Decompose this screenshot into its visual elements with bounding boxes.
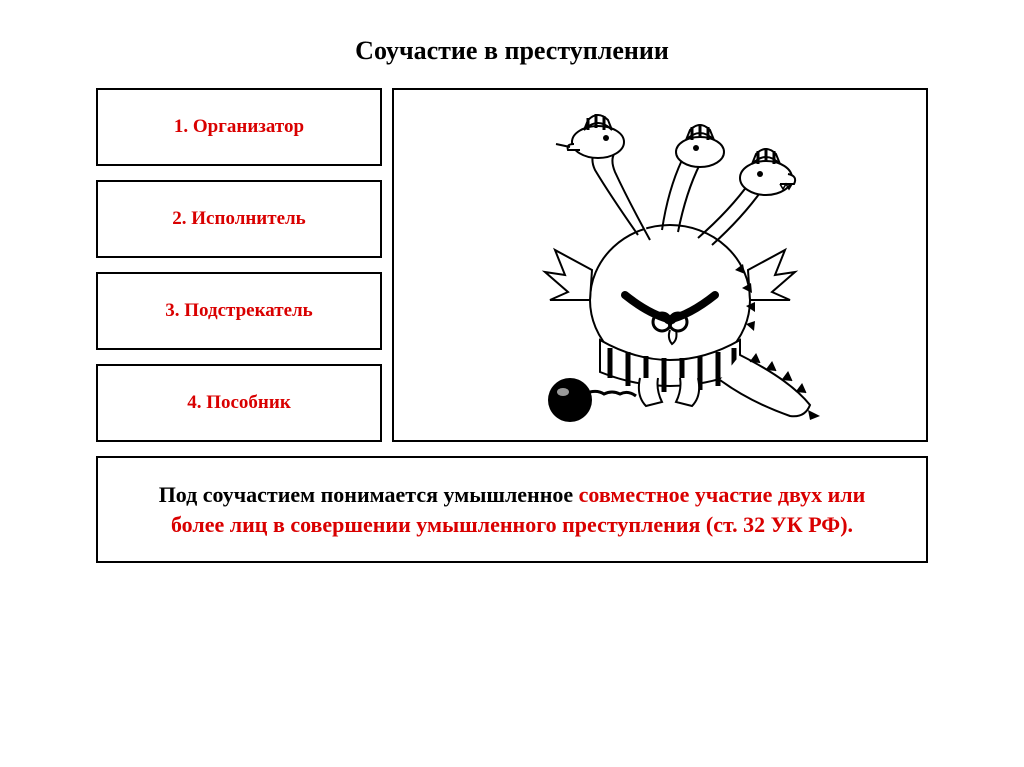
role-box-1: 1. Организатор (96, 88, 382, 166)
content-row: 1. Организатор 2. Исполнитель 3. Подстре… (96, 88, 928, 442)
role-label: 2. Исполнитель (172, 208, 305, 230)
definition-box: Под соучастием понимается умышленное сов… (96, 456, 928, 563)
role-box-3: 3. Подстрекатель (96, 272, 382, 350)
role-label: 3. Подстрекатель (165, 300, 312, 322)
dragon-prisoner-icon (450, 100, 870, 430)
page-title: Соучастие в преступлении (0, 36, 1024, 66)
illustration-box (392, 88, 928, 442)
definition-text-black: Под соучастием понимается умышленное (159, 482, 579, 507)
role-box-4: 4. Пособник (96, 364, 382, 442)
role-box-2: 2. Исполнитель (96, 180, 382, 258)
role-label: 1. Организатор (174, 116, 304, 138)
role-label: 4. Пособник (187, 392, 291, 414)
roles-list: 1. Организатор 2. Исполнитель 3. Подстре… (96, 88, 382, 442)
